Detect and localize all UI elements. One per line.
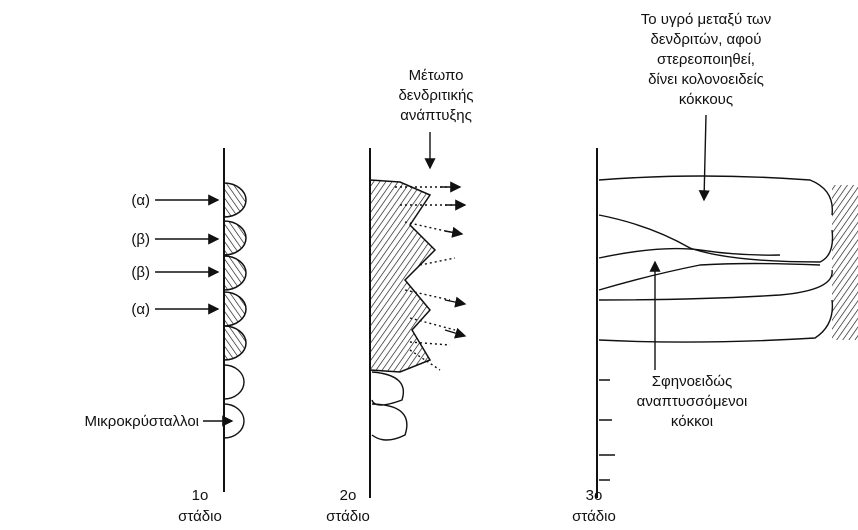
note-line: Μέτωπο [409,67,464,84]
note-line: ανάπτυξης [400,107,472,124]
diagram: Το υγρό μεταξύ των δενδριτών, αφού στερε… [0,0,858,530]
crystal [372,372,407,440]
crystal-label: (β) [131,264,150,281]
front-note: Μέτωπο δενδριτικής ανάπτυξης [398,67,473,124]
stage-number: 1ο [192,487,209,504]
columnar-grains [599,176,833,480]
note-line: κόκκους [679,91,733,108]
dendrite-tips [832,185,858,340]
stage-label: στάδιο [178,508,222,525]
crystal [224,183,246,360]
crystal-label: (α) [131,301,150,318]
wedge-note: Σφηνοειδώς αναπτυσσόμενοι κόκκοι [637,373,748,430]
note-line: δίνει κολονοειδείς [648,71,764,88]
note-line: δενδριτικής [398,87,473,104]
stage-1: (α) (β) (β) (α) Μικροκρύσταλλοι [84,148,246,492]
note-line: δενδριτών, αφού [651,31,762,48]
crystal-label: (α) [131,192,150,209]
note-line: Σφηνοειδώς [652,373,733,390]
dendrite-tips [440,187,465,336]
note-line: αναπτυσσόμενοι [637,393,748,410]
stage-label: στάδιο [572,508,616,525]
note-line: Το υγρό μεταξύ των [641,11,772,28]
note-line: στερεοποιηθεί, [657,51,755,68]
stage-3 [597,148,858,498]
label-arrows [155,200,232,421]
crystal-label: (β) [131,231,150,248]
note-line: κόκκοι [671,413,713,430]
stage-number: 2ο [340,487,357,504]
arrow [704,115,706,200]
crystal [224,365,244,438]
stage-labels: 1ο στάδιο 2ο στάδιο 3ο στάδιο [178,487,616,525]
page: Το υγρό μεταξύ των δενδριτών, αφού στερε… [0,0,858,530]
stage-label: στάδιο [326,508,370,525]
stage-number: 3ο [586,487,603,504]
crystal-label: Μικροκρύσταλλοι [84,413,199,430]
stage-2 [370,148,465,498]
liquid-note: Το υγρό μεταξύ των δενδριτών, αφού στερε… [641,11,772,108]
